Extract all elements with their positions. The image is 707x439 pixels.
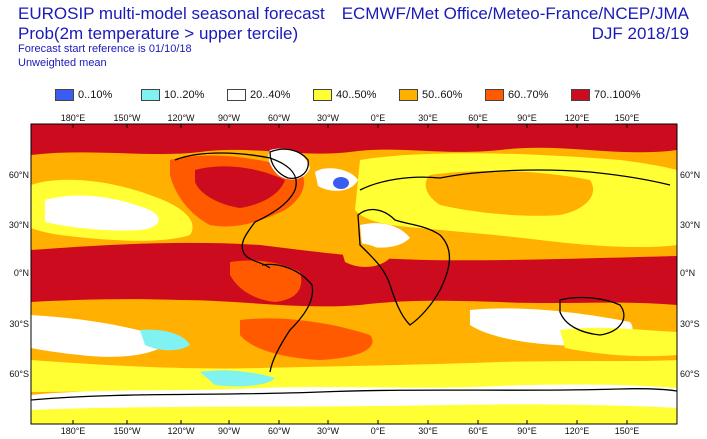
map-title: EUROSIP multi-model seasonal forecast: [18, 4, 325, 23]
field-satlantic: [240, 318, 373, 360]
legend-swatch: [399, 89, 418, 101]
lon-label: 150°W: [113, 113, 141, 123]
coast-antarctica: [31, 388, 677, 401]
lon-label: 120°E: [565, 426, 590, 436]
lon-label: 30°E: [418, 113, 438, 123]
field-spacific-cool: [140, 329, 190, 351]
field-sahara-white: [360, 223, 410, 248]
lon-label: 180°E: [61, 426, 86, 436]
lon-labels-bottom: 180°E 150°W 120°W 90°W 60°W 30°W 0°E 30°…: [61, 426, 640, 436]
lat-label: 60°S: [680, 369, 700, 379]
map-subtitle: Prob(2m temperature > upper tercile): [18, 24, 299, 43]
field-arctic-high: [31, 124, 677, 155]
lon-label: 90°W: [218, 426, 241, 436]
lon-label: 150°W: [113, 426, 141, 436]
frame-ticks: [72, 124, 628, 424]
field-natlantic-cold: [333, 177, 349, 189]
map-frame: [30, 123, 678, 425]
lon-label: 0°E: [371, 426, 386, 436]
legend-label: 40..50%: [336, 89, 377, 101]
field-spacific-white: [31, 315, 170, 357]
coastlines: [31, 148, 677, 401]
field-australia-south: [560, 327, 677, 357]
field-antarctica-edge: [31, 404, 677, 424]
coast-australia: [559, 296, 625, 336]
coast-eurasia-north: [359, 169, 671, 191]
lon-label: 120°E: [565, 113, 590, 123]
coast-africa: [357, 208, 451, 326]
lat-label: 0°N: [14, 268, 29, 278]
lat-label: 30°N: [680, 220, 700, 230]
lon-label: 60°E: [468, 113, 488, 123]
field-amazon: [230, 260, 302, 302]
lon-label: 150°E: [615, 426, 640, 436]
coast-greenland: [269, 148, 309, 179]
coast-samerica: [261, 263, 314, 373]
forecast-season: DJF 2018/19: [591, 24, 689, 43]
legend-label: 60..70%: [508, 89, 549, 101]
legend-label: 20..40%: [250, 89, 291, 101]
lat-label: 0°N: [680, 268, 695, 278]
legend-swatch: [55, 89, 74, 101]
lat-label: 30°S: [9, 319, 29, 329]
forecast-reference: Forecast start reference is 01/10/18: [18, 43, 192, 55]
legend-label: 10..20%: [164, 89, 205, 101]
lon-label: 150°E: [615, 113, 640, 123]
lon-label: 180°E: [61, 113, 86, 123]
lat-label: 60°N: [680, 170, 700, 180]
lon-label: 0°E: [371, 113, 386, 123]
lon-label: 30°W: [317, 113, 340, 123]
model-sources: ECMWF/Met Office/Meteo-France/NCEP/JMA: [341, 4, 689, 23]
legend-swatch: [227, 89, 246, 101]
lon-label: 30°W: [317, 426, 340, 436]
lon-labels-top: 180°E 150°W 120°W 90°W 60°W 30°W 0°E 30°…: [61, 113, 640, 123]
lon-label: 60°E: [468, 426, 488, 436]
lon-label: 90°E: [517, 113, 537, 123]
field-siberia: [425, 170, 594, 216]
lat-label: 60°S: [9, 369, 29, 379]
lon-label: 120°W: [167, 426, 195, 436]
legend-label: 70..100%: [594, 89, 641, 101]
legend-label: 50..60%: [422, 89, 463, 101]
probability-field: [31, 124, 677, 424]
lat-labels-right: 60°N 30°N 0°N 30°S 60°S: [680, 170, 700, 379]
legend-swatch: [485, 89, 504, 101]
field-npacific-white: [45, 195, 159, 231]
lat-label: 30°N: [9, 220, 29, 230]
field-eqatlantic: [340, 243, 390, 267]
legend-swatch: [313, 89, 332, 101]
legend-swatch: [571, 89, 590, 101]
lon-label: 90°E: [517, 426, 537, 436]
lon-label: 60°W: [268, 113, 291, 123]
field-namerica-core: [195, 166, 285, 208]
lat-label: 30°S: [680, 319, 700, 329]
lon-label: 120°W: [167, 113, 195, 123]
lon-label: 60°W: [268, 426, 291, 436]
legend-swatch: [141, 89, 160, 101]
field-southern-cool: [200, 370, 275, 387]
field-tropical-belt: [31, 242, 677, 307]
weighting-note: Unweighted mean: [18, 57, 107, 69]
lat-labels-left: 60°N 30°N 0°N 30°S 60°S: [9, 170, 29, 379]
legend-label: 0..10%: [78, 89, 113, 101]
lat-label: 60°N: [9, 170, 29, 180]
lon-label: 30°E: [418, 426, 438, 436]
lon-label: 90°W: [218, 113, 241, 123]
coast-namerica: [174, 152, 297, 269]
